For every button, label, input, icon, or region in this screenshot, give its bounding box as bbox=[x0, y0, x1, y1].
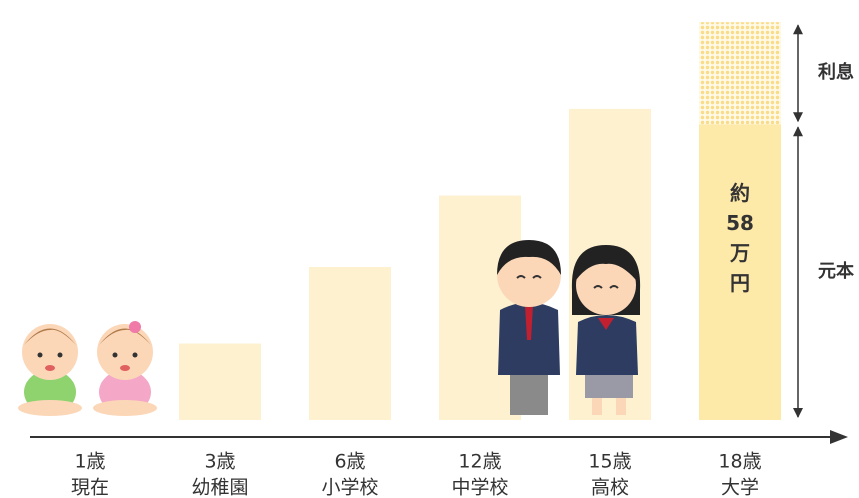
x-tick-label: 15歳 bbox=[588, 451, 631, 473]
x-tick-label: 18歳 bbox=[718, 451, 761, 473]
bar bbox=[699, 22, 781, 124]
chart: 1歳現在3歳幼稚園6歳小学校12歳中学校15歳高校18歳大学約58万円元本利息 bbox=[0, 0, 859, 498]
baby-boy bbox=[18, 324, 82, 416]
x-tick-sublabel: 中学校 bbox=[451, 477, 508, 498]
legend-label: 利息 bbox=[818, 61, 854, 83]
bar bbox=[179, 344, 261, 421]
x-tick-label: 6歳 bbox=[334, 451, 365, 473]
x-tick-sublabel: 高校 bbox=[591, 477, 629, 498]
x-tick-label: 1歳 bbox=[74, 451, 105, 473]
legend-label: 元本 bbox=[818, 260, 854, 282]
arrow-head bbox=[793, 126, 803, 136]
x-tick-label: 3歳 bbox=[204, 451, 235, 473]
arrow-head bbox=[793, 408, 803, 418]
arrow-head bbox=[793, 112, 803, 122]
x-tick-sublabel: 大学 bbox=[721, 477, 759, 498]
baby-girl bbox=[93, 321, 157, 416]
x-tick-sublabel: 小学校 bbox=[321, 477, 378, 498]
x-axis-arrow bbox=[830, 430, 848, 444]
arrow-head bbox=[793, 24, 803, 34]
x-tick-sublabel: 現在 bbox=[71, 477, 109, 498]
x-tick-label: 12歳 bbox=[458, 451, 501, 473]
bars bbox=[179, 22, 781, 420]
x-tick-sublabel: 幼稚園 bbox=[191, 477, 248, 498]
bar bbox=[309, 267, 391, 420]
